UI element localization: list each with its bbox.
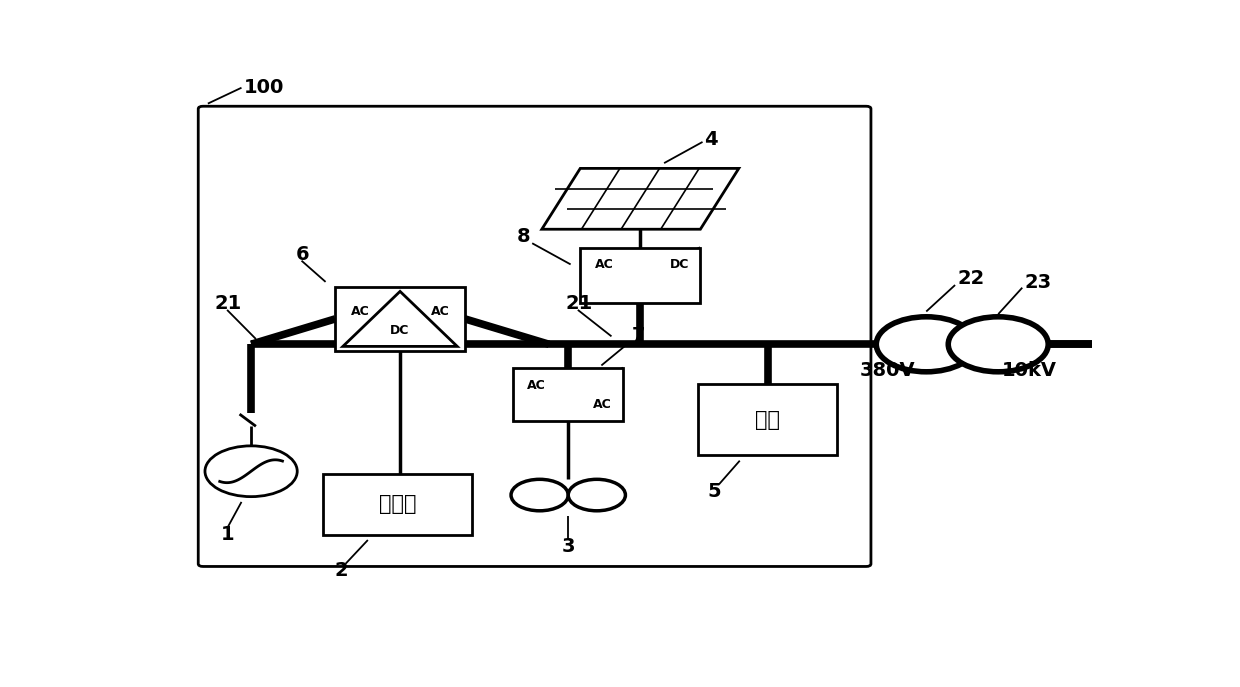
Text: 3: 3 [562, 537, 575, 556]
FancyBboxPatch shape [198, 106, 870, 567]
Circle shape [568, 480, 625, 511]
Bar [324, 474, 472, 534]
Text: 21: 21 [565, 293, 593, 313]
Text: 7: 7 [632, 326, 646, 345]
Text: AC: AC [430, 305, 450, 318]
Text: 380V: 380V [859, 361, 915, 380]
Text: 蓄电池: 蓄电池 [379, 495, 417, 515]
Text: 8: 8 [517, 227, 531, 247]
Text: 100: 100 [243, 78, 284, 98]
Bar [513, 368, 624, 421]
Text: AC: AC [527, 379, 546, 392]
Text: 2: 2 [335, 561, 348, 581]
Circle shape [877, 317, 976, 372]
Text: AC: AC [595, 258, 614, 271]
Circle shape [949, 317, 1048, 372]
Bar [580, 248, 701, 303]
Text: 22: 22 [957, 269, 985, 288]
Bar [335, 287, 465, 350]
Circle shape [511, 480, 568, 511]
Text: 负荷: 负荷 [755, 409, 780, 429]
Text: 23: 23 [1024, 273, 1052, 292]
Text: DC: DC [391, 324, 409, 337]
Text: 10kV: 10kV [1002, 361, 1056, 380]
Text: 6: 6 [295, 245, 309, 264]
Text: 1: 1 [221, 526, 234, 544]
Text: 4: 4 [704, 130, 718, 149]
Bar [698, 384, 837, 455]
Text: AC: AC [593, 398, 613, 411]
Text: DC: DC [670, 258, 689, 271]
Text: 21: 21 [215, 293, 242, 313]
Text: AC: AC [351, 305, 370, 318]
Text: 5: 5 [708, 482, 722, 501]
Circle shape [205, 446, 298, 497]
